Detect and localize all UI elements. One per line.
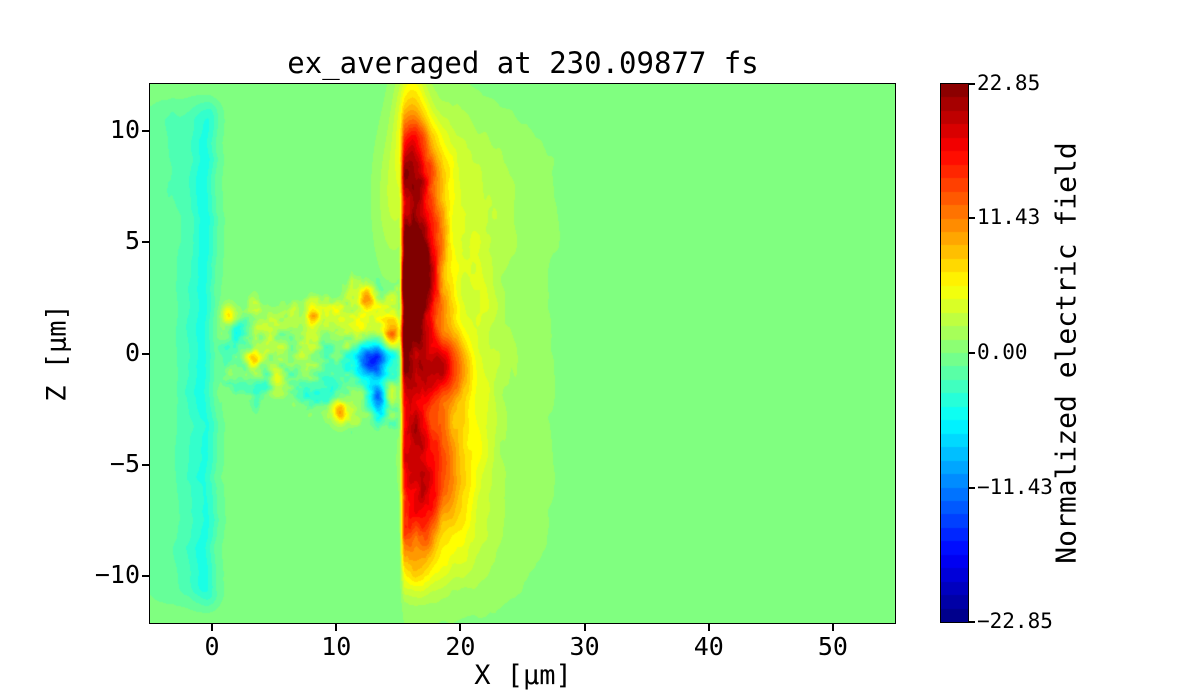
plot-title: ex_averaged at 230.09877 fs (287, 46, 759, 80)
colorbar-tick-label: 11.43 (977, 205, 1041, 230)
y-tick-label: −10 (94, 560, 140, 590)
x-tick-mark (211, 624, 214, 631)
colorbar-tick-mark (969, 486, 975, 489)
x-tick-label: 30 (569, 632, 600, 661)
colorbar-tick-mark (969, 217, 975, 220)
x-tick-label: 20 (445, 632, 476, 661)
colorbar-tick-label: 0.00 (977, 340, 1028, 364)
colorbar-label: Normalized electric field (1049, 142, 1083, 564)
y-tick-label: 5 (124, 226, 140, 256)
colorbar-canvas (941, 84, 968, 622)
plot-frame (149, 83, 896, 624)
colorbar-frame (940, 83, 969, 623)
x-tick-label: 0 (204, 632, 220, 661)
colorbar-tick-mark (969, 83, 975, 85)
x-tick-mark (707, 624, 710, 631)
y-tick-label: −5 (109, 448, 140, 478)
y-tick-mark (142, 241, 149, 244)
x-tick-label: 50 (817, 632, 848, 661)
x-tick-mark (335, 624, 338, 631)
y-tick-mark (142, 352, 149, 355)
colorbar-tick-label: −22.85 (977, 609, 1053, 633)
colorbar-tick-mark (969, 352, 975, 354)
x-tick-mark (831, 624, 834, 631)
y-tick-label: 0 (124, 337, 140, 367)
colorbar-tick-mark (969, 621, 975, 623)
y-tick-mark (142, 463, 149, 466)
x-tick-mark (459, 624, 462, 631)
y-tick-mark (142, 575, 149, 578)
y-tick-label: 10 (109, 114, 140, 144)
y-tick-mark (142, 129, 149, 132)
heatmap-canvas (150, 84, 895, 623)
x-tick-label: 10 (321, 632, 352, 661)
x-tick-mark (583, 624, 586, 631)
colorbar-tick-label: −11.43 (977, 474, 1053, 499)
colorbar-tick-label: 22.85 (977, 71, 1041, 95)
x-tick-label: 40 (693, 632, 724, 661)
x-axis-label: X [μm] (474, 660, 572, 691)
